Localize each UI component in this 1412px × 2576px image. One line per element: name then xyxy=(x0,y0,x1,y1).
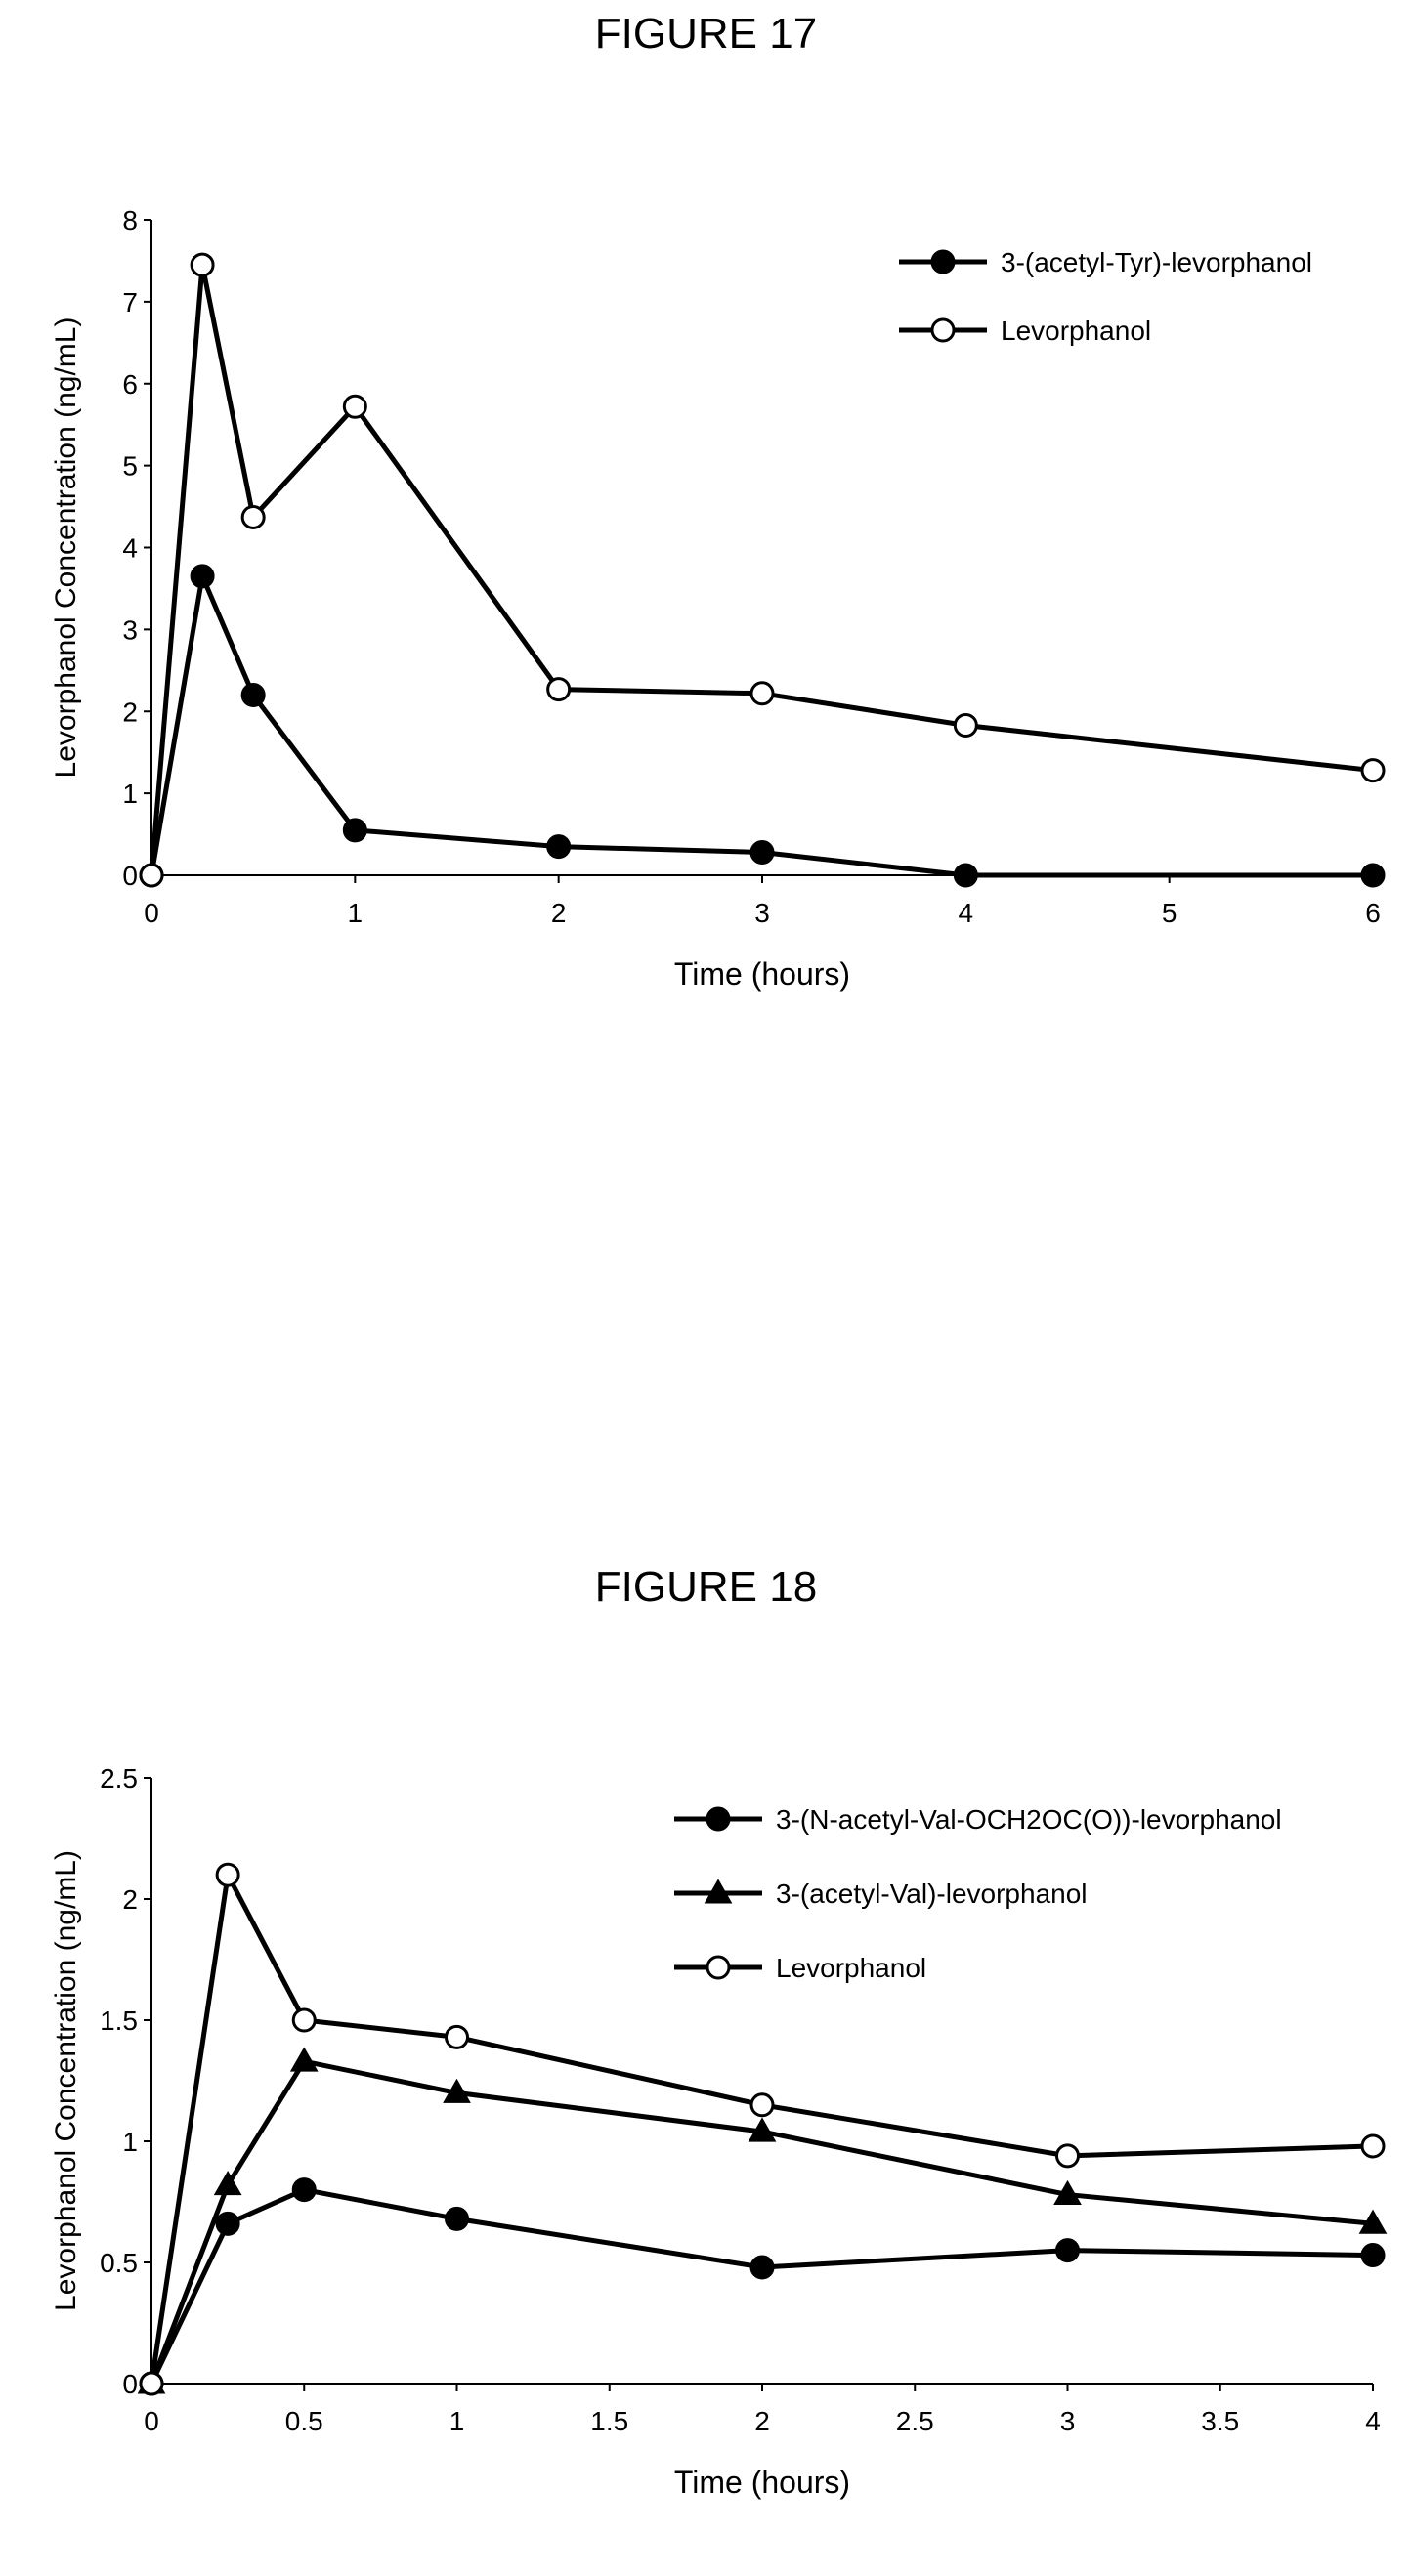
data-point xyxy=(953,863,978,888)
x-tick-label: 1 xyxy=(449,2406,465,2436)
legend-item: Levorphanol xyxy=(674,1953,926,1983)
legend-marker xyxy=(704,1879,733,1904)
figure-18-chart: 0 0.5 1 1.5 2 2.5 0 0.5 1 1.5 2 2.5 3 3.5 4 Time (hours… xyxy=(50,1763,1388,2500)
x-axis-label: Time (hours) xyxy=(674,956,850,992)
legend-item: 3-(acetyl-Tyr)-levorphanol xyxy=(899,247,1312,277)
y-tick-label: 2.5 xyxy=(100,1763,138,1794)
x-tick-label: 4 xyxy=(959,898,974,928)
y-tick-label: 0.5 xyxy=(100,2248,138,2278)
x-tick-label: 5 xyxy=(1162,898,1177,928)
legend-marker xyxy=(930,249,956,274)
data-point xyxy=(342,818,367,843)
series-0 xyxy=(139,564,1386,888)
y-tick-label: 1.5 xyxy=(100,2006,138,2036)
data-point xyxy=(1360,863,1386,888)
y-tick-label: 0 xyxy=(122,2369,138,2399)
y-tick-label: 1 xyxy=(122,2127,138,2157)
data-point xyxy=(240,682,266,707)
y-tick-label: 2 xyxy=(122,1884,138,1915)
x-tick-label: 1 xyxy=(348,898,364,928)
y-tick-label: 1 xyxy=(122,779,138,809)
data-point xyxy=(139,863,164,888)
y-tick-label: 7 xyxy=(122,287,138,317)
data-point xyxy=(215,1862,240,1887)
y-tick-label: 5 xyxy=(122,451,138,482)
data-point xyxy=(1053,2179,1082,2206)
y-tick-label: 0 xyxy=(122,861,138,891)
legend-label: 3-(acetyl-Val)-levorphanol xyxy=(776,1879,1088,1909)
legend-label: 3-(N-acetyl-Val-OCH2OC(O))-levorphanol xyxy=(776,1804,1282,1835)
legend-marker xyxy=(706,1806,731,1832)
data-point xyxy=(749,2092,775,2118)
y-axis-label: Levorphanol Concentration (ng/mL) xyxy=(50,317,82,779)
data-point xyxy=(1360,758,1386,783)
data-point xyxy=(190,252,215,277)
data-point xyxy=(953,713,978,739)
data-point xyxy=(546,834,572,860)
legend-label: Levorphanol xyxy=(776,1953,926,1983)
x-tick-label: 3 xyxy=(1060,2406,1076,2436)
data-point xyxy=(291,2007,317,2033)
data-point xyxy=(445,2206,469,2231)
y-axis-label: Levorphanol Concentration (ng/mL) xyxy=(50,1850,82,2311)
x-tick-label: 0.5 xyxy=(285,2406,323,2436)
series-line xyxy=(149,262,1374,876)
data-point xyxy=(443,2078,471,2103)
legend-item: 3-(acetyl-Val)-levorphanol xyxy=(674,1879,1088,1909)
legend-item: 3-(N-acetyl-Val-OCH2OC(O))-levorphanol xyxy=(674,1804,1282,1835)
figure-17-title: FIGURE 17 xyxy=(594,10,818,58)
data-point xyxy=(546,677,572,702)
series-0 xyxy=(139,2177,1386,2396)
data-point xyxy=(1055,2143,1080,2169)
data-point xyxy=(749,681,775,706)
y-tick-label: 3 xyxy=(122,614,138,645)
data-point xyxy=(289,2047,319,2072)
data-point xyxy=(1360,2243,1386,2268)
figure-18-title: FIGURE 18 xyxy=(594,1563,818,1611)
data-point xyxy=(749,840,775,866)
y-tick-label: 6 xyxy=(122,369,138,400)
legend-label: 3-(acetyl-Tyr)-levorphanol xyxy=(1001,247,1312,277)
legend-item: Levorphanol xyxy=(899,316,1151,346)
data-point xyxy=(240,504,266,529)
legend-label: Levorphanol xyxy=(1001,316,1151,346)
x-tick-label: 0 xyxy=(144,898,159,928)
x-tick-label: 6 xyxy=(1365,898,1381,928)
x-tick-label: 3 xyxy=(754,898,770,928)
data-point xyxy=(749,2255,775,2280)
legend-marker xyxy=(930,317,956,343)
x-tick-label: 2 xyxy=(754,2406,770,2436)
series-line xyxy=(149,573,1373,878)
figure-17-chart: 0 1 2 3 4 5 6 7 8 0 1 2 3 4 5 6 Time (hours) Levorphanol … xyxy=(50,205,1386,992)
x-tick-label: 1.5 xyxy=(590,2406,628,2436)
data-point xyxy=(190,564,215,589)
x-tick-label: 3.5 xyxy=(1201,2406,1239,2436)
x-axis-label: Time (hours) xyxy=(674,2465,850,2500)
data-point xyxy=(215,2211,240,2236)
x-tick-label: 0 xyxy=(144,2406,159,2436)
data-point xyxy=(342,394,367,419)
data-point xyxy=(1360,2133,1386,2159)
series-2 xyxy=(139,1862,1386,2396)
data-point xyxy=(1055,2238,1080,2263)
x-tick-label: 4 xyxy=(1365,2406,1381,2436)
y-tick-label: 8 xyxy=(122,205,138,235)
data-point xyxy=(291,2177,317,2203)
series-1 xyxy=(139,252,1386,888)
series-line xyxy=(149,2187,1374,2386)
legend-marker xyxy=(706,1955,731,1980)
data-point xyxy=(1358,2209,1388,2234)
x-tick-label: 2 xyxy=(551,898,567,928)
data-point xyxy=(748,2117,777,2142)
data-point xyxy=(445,2024,469,2049)
y-tick-label: 4 xyxy=(122,533,138,564)
y-tick-label: 2 xyxy=(122,697,138,727)
data-point xyxy=(213,2170,242,2196)
data-point xyxy=(139,2371,164,2396)
x-tick-label: 2.5 xyxy=(896,2406,934,2436)
